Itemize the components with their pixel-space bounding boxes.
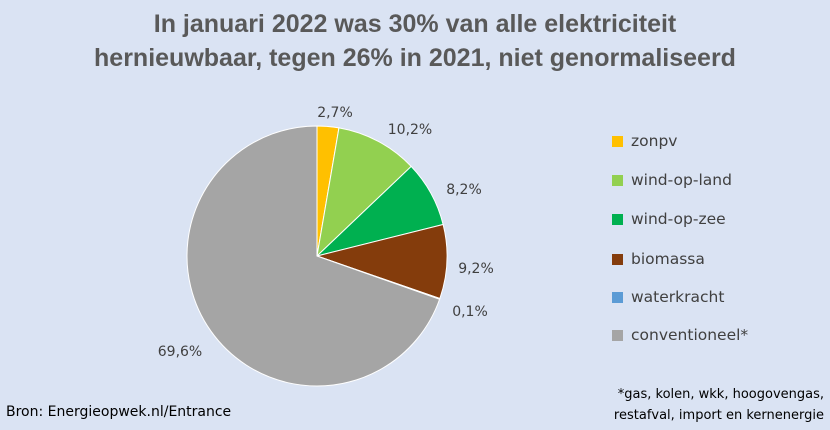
legend-label: wind-op-land bbox=[631, 171, 732, 189]
data-label-zonpv: 2,7% bbox=[317, 105, 353, 121]
legend-item-waterkracht: waterkracht bbox=[612, 287, 724, 307]
legend-swatch bbox=[612, 329, 623, 341]
legend-item-conventioneel: conventioneel* bbox=[612, 325, 748, 345]
legend-item-biomassa: biomassa bbox=[612, 249, 705, 269]
legend-swatch bbox=[612, 213, 623, 225]
chart-title-line-2: hernieuwbaar, tegen 26% in 2021, niet ge… bbox=[94, 44, 736, 72]
legend-label: wind-op-zee bbox=[631, 210, 726, 228]
legend-swatch bbox=[612, 253, 623, 265]
legend-label: conventioneel* bbox=[631, 326, 749, 344]
pie-slice-wind-op-land bbox=[316, 127, 412, 258]
legend-swatch bbox=[612, 291, 623, 303]
legend-label: waterkracht bbox=[631, 288, 725, 306]
footnote-line-1: *gas, kolen, wkk, hoogovengas, bbox=[617, 387, 824, 402]
data-label-biomassa: 9,2% bbox=[458, 261, 494, 277]
legend-swatch bbox=[612, 174, 623, 186]
data-label-conventioneel: 69,6% bbox=[158, 344, 202, 360]
legend-item-wind-op-zee: wind-op-zee bbox=[612, 209, 726, 229]
data-label-wind-op-zee: 8,2% bbox=[446, 182, 482, 198]
chart-title-line-1: In januari 2022 was 30% van alle elektri… bbox=[153, 10, 677, 38]
source-note: Bron: Energieopwek.nl/Entrance bbox=[6, 404, 232, 420]
pie-slice-conventioneel bbox=[186, 125, 441, 387]
legend-item-zonpv: zonpv bbox=[612, 131, 677, 151]
data-label-wind-op-land: 10,2% bbox=[388, 122, 432, 138]
legend-label: biomassa bbox=[631, 250, 705, 268]
legend-label: zonpv bbox=[631, 132, 678, 150]
legend-swatch bbox=[612, 135, 623, 147]
legend-item-wind-op-land: wind-op-land bbox=[612, 170, 732, 190]
data-label-waterkracht: 0,1% bbox=[452, 304, 488, 320]
footnote-line-2: restafval, import en kernenergie bbox=[613, 408, 824, 423]
